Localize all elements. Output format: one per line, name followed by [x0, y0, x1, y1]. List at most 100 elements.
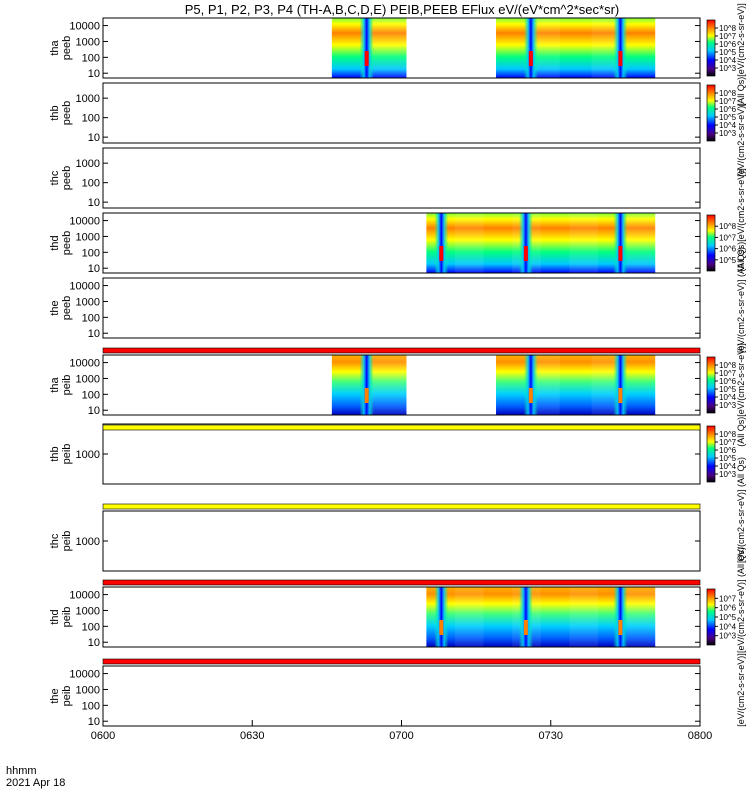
colorbar-tick-label: 10^5	[719, 113, 737, 122]
panel-label: the	[49, 688, 61, 703]
panel-frame	[102, 82, 701, 144]
colorbar-tick-label: 10^6	[719, 446, 737, 455]
x-axis-label-date: 2021 Apr 18	[6, 777, 65, 789]
flux-dip-core	[618, 620, 623, 635]
y-tick-label: 100	[82, 178, 100, 190]
colorbar-tick-label: 10^8	[719, 222, 737, 231]
colorbar-tick-label: 10^3	[719, 64, 737, 73]
spectrogram-band	[626, 587, 656, 647]
y-tick-label: 10	[88, 637, 100, 649]
flux-dip	[613, 587, 628, 647]
spectrogram-block	[496, 18, 656, 78]
y-tick-label: 100	[82, 389, 100, 401]
x-tick-label: 0800	[688, 730, 712, 742]
x-axis-label-hhmm: hhmm	[6, 765, 37, 777]
colorbar-tick-label: 10^6	[719, 377, 737, 386]
y-tick-label: 100	[82, 52, 100, 64]
y-tick-label: 10000	[69, 669, 100, 681]
spectrogram-band	[626, 213, 656, 273]
colorbar-tick-label: 10^7	[719, 32, 737, 41]
colorbar-tick-label: 10^5	[719, 256, 737, 265]
y-tick-label: 1000	[76, 684, 100, 696]
panel-label: peeb	[61, 166, 73, 190]
flux-dip	[613, 18, 628, 78]
spectrogram-band	[569, 213, 599, 273]
spectrogram-band	[454, 587, 484, 647]
colorbar-title: [eV/(cm2-s-sr-eV)]	[736, 103, 746, 177]
colorbar-tick-label: 10^5	[719, 385, 737, 394]
flux-dip	[613, 355, 628, 415]
y-tick-label: 10	[88, 716, 100, 728]
colorbar-thb-peib: 10^310^410^510^610^710^8	[706, 425, 737, 483]
y-tick-label: 1000	[76, 231, 100, 243]
flux-dip	[359, 18, 374, 78]
x-tick-label: 0600	[91, 730, 115, 742]
panel-label: thb	[49, 446, 61, 461]
colorbar-tick-label: 10^5	[719, 48, 737, 57]
status-bar-tha-peib	[102, 424, 701, 431]
colorbar-tick-label: 10^4	[719, 622, 737, 631]
panel-thb-peib: 1000 thb peib	[49, 423, 701, 485]
colorbar-gradient	[706, 84, 716, 142]
colorbar-tick-label: 10^5	[719, 613, 737, 622]
colorbar-tick-label: 10^6	[719, 604, 737, 613]
panel-thd-peeb: 10 100 1000 10000 thd peeb	[49, 212, 701, 275]
status-bar-thb-peib	[102, 503, 701, 510]
flux-dip	[613, 213, 628, 273]
colorbar-tick-label: 10^7	[719, 369, 737, 378]
spectrogram-band	[369, 18, 407, 78]
y-tick-label: 10	[88, 132, 100, 144]
colorbar-gradient	[706, 425, 716, 483]
x-tick-label: 0700	[389, 730, 413, 742]
panel-label: thc	[49, 170, 61, 185]
colorbar-thd-peib: 10^310^410^510^610^7	[706, 588, 737, 646]
spectrogram-block	[496, 355, 656, 415]
colorbar-tick-label: 10^8	[719, 361, 737, 370]
y-tick-label: 1000	[76, 36, 100, 48]
colorbar-tick-label: 10^6	[719, 105, 737, 114]
flux-dip	[434, 213, 449, 273]
panel-label: the	[49, 300, 61, 315]
colorbar-tick-label: 10^7	[719, 594, 737, 603]
y-tick-label: 100	[82, 312, 100, 324]
y-tick-label: 10	[88, 405, 100, 417]
panel-frame	[102, 147, 701, 209]
y-tick-label: 1000	[76, 93, 100, 105]
colorbar-title: [eV/(cm2-s-sr-eV)] (All Qs)	[736, 457, 746, 563]
panel-tha-peib: 10 100 1000 10000 tha peib	[49, 354, 701, 417]
panel-frame	[102, 586, 701, 648]
panel-the-peib: 10 100 1000 10000 the peib	[49, 665, 701, 728]
panel-label: peib	[61, 607, 73, 628]
y-tick-label: 1000	[76, 449, 100, 461]
flux-dip-core	[528, 388, 533, 403]
flux-dip-core	[439, 246, 444, 261]
flux-dip-core	[528, 51, 533, 66]
flux-dip-core	[618, 388, 623, 403]
colorbar-tha-peeb: 10^310^410^510^610^710^8	[706, 19, 737, 77]
panel-frame	[102, 17, 701, 79]
panel-label: peeb	[61, 101, 73, 125]
panel-label: peeb	[61, 231, 73, 255]
colorbar-thd-peeb: 10^5 10^6 10^7 10^8	[706, 214, 737, 272]
colorbars-group: 10^310^410^510^610^710^810^310^410^510^6…	[706, 19, 737, 646]
y-tick-label: 10000	[69, 590, 100, 602]
flux-dip	[434, 587, 449, 647]
panel-label: tha	[49, 376, 61, 392]
x-tick-label: 0630	[240, 730, 264, 742]
colorbar-tha-peib: 10^310^410^510^610^710^8	[706, 356, 737, 414]
status-bar-thd-peib	[102, 658, 701, 665]
y-tick-label: 10	[88, 263, 100, 275]
y-tick-label: 10	[88, 68, 100, 80]
panel-label: peeb	[61, 36, 73, 60]
y-tick-label: 100	[82, 247, 100, 259]
flux-dip-core	[364, 388, 369, 403]
panel-label: tha	[49, 39, 61, 55]
panel-frame	[102, 277, 701, 339]
flux-dip-core	[523, 246, 528, 261]
panel-thc-peeb: 10 100 1000 thc peeb	[49, 147, 701, 209]
colorbar-thb-peeb: 10^310^410^510^610^710^8	[706, 84, 737, 142]
y-tick-label: 1000	[76, 605, 100, 617]
panel-label: peib	[61, 686, 73, 707]
